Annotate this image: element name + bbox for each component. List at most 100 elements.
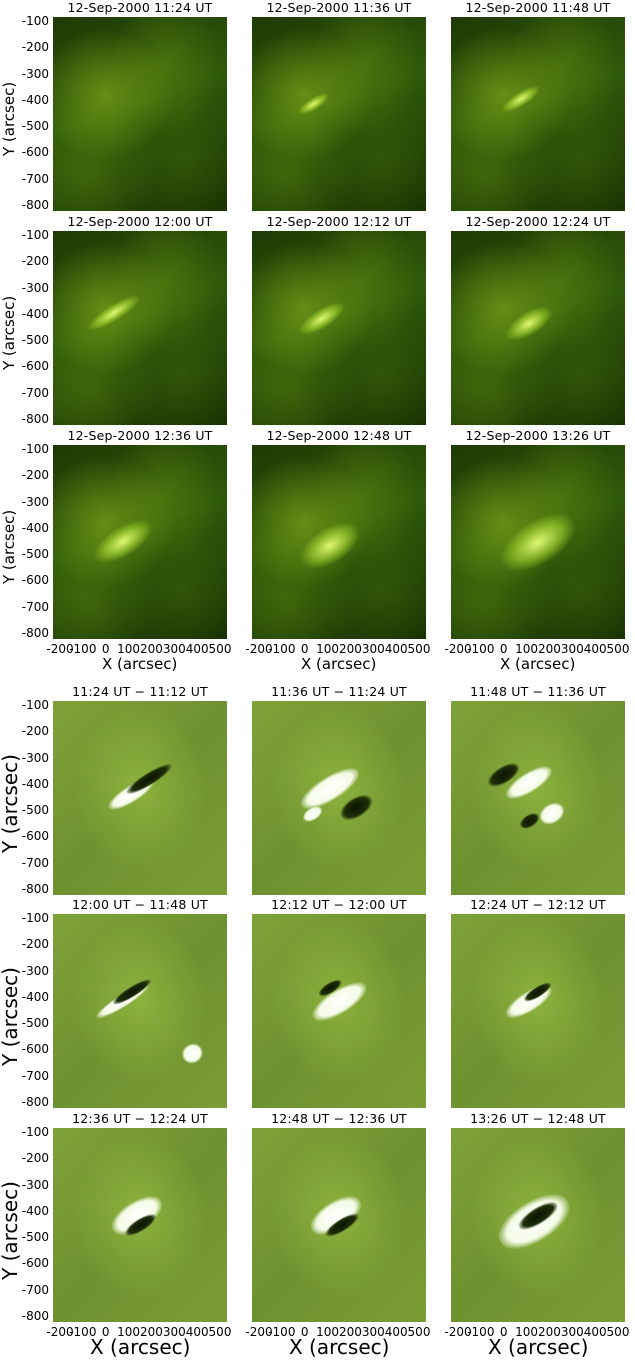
euv-intensity-image xyxy=(252,445,426,639)
y-tick-label: -300 xyxy=(21,750,49,765)
panel-title: 12-Sep-2000 12:36 UT xyxy=(67,428,213,443)
panel-title: 12-Sep-2000 12:00 UT xyxy=(67,214,213,229)
y-tick-label: -200 xyxy=(21,468,49,483)
euv-difference-image xyxy=(252,701,426,895)
x-tick-label: 200 xyxy=(338,1325,362,1339)
euv-intensity-image xyxy=(252,17,426,211)
panel-title: 12:00 UT − 11:48 UT xyxy=(72,897,208,912)
panel-title: 12-Sep-2000 11:48 UT xyxy=(465,0,611,15)
euv-difference-image xyxy=(53,1128,227,1322)
x-tick-label: -100 xyxy=(268,642,296,656)
y-tick-label: -600 xyxy=(21,573,49,588)
x-tick-label: 400 xyxy=(185,642,209,656)
y-tick-label: -200 xyxy=(21,1151,49,1166)
x-tick-label: 300 xyxy=(162,642,186,656)
y-tick-label: -100 xyxy=(21,228,49,242)
x-tick-label: -100 xyxy=(268,1325,296,1339)
euv-difference-image xyxy=(53,914,227,1108)
flare-loop-brightening xyxy=(295,90,331,119)
dimming-region xyxy=(336,790,377,826)
y-tick-label: -500 xyxy=(21,333,49,348)
y-tick-label: -800 xyxy=(21,1309,49,1323)
y-tick-label: -100 xyxy=(21,698,49,712)
euv-intensity-image xyxy=(53,17,227,211)
flare-loop-brightening xyxy=(293,513,368,579)
x-tick-label: 100 xyxy=(515,1325,539,1339)
y-tick-label: -400 xyxy=(21,1203,49,1218)
x-tick-label: -200 xyxy=(444,642,472,656)
x-tick-label: -100 xyxy=(69,1325,97,1339)
y-tick-label: -100 xyxy=(21,911,49,925)
y-tick-label: -100 xyxy=(21,14,49,28)
y-tick-label: -800 xyxy=(21,626,49,640)
y-tick-label: -600 xyxy=(21,145,49,160)
panel-title: 12:12 UT − 12:00 UT xyxy=(271,897,407,912)
y-tick-label: -200 xyxy=(21,254,49,269)
panel-title: 12:36 UT − 12:24 UT xyxy=(72,1111,208,1126)
x-tick-label: 200 xyxy=(338,642,362,656)
y-tick-label: -600 xyxy=(21,359,49,374)
y-tick-label: -600 xyxy=(21,829,49,844)
panel-title: 13:26 UT − 12:48 UT xyxy=(470,1111,606,1126)
x-tick-label: 0 xyxy=(300,642,309,656)
y-tick-label: -700 xyxy=(21,1282,49,1297)
euv-difference-image xyxy=(53,701,227,895)
x-tick-label: 0 xyxy=(300,1325,309,1339)
y-tick-label: -600 xyxy=(21,1042,49,1057)
x-tick-label: -200 xyxy=(46,642,74,656)
panel-title: 12-Sep-2000 11:24 UT xyxy=(67,0,213,15)
euv-difference-image xyxy=(451,1128,625,1322)
x-tick-label: 400 xyxy=(185,1325,209,1339)
euv-intensity-image xyxy=(53,231,227,425)
y-tick-label: -800 xyxy=(21,882,49,896)
y-tick-label: -300 xyxy=(21,1177,49,1192)
panel-title: 12-Sep-2000 13:26 UT xyxy=(465,428,611,443)
panel-title: 11:36 UT − 11:24 UT xyxy=(271,684,407,699)
x-tick-label: 0 xyxy=(499,1325,508,1339)
flare-loop-brightening xyxy=(294,296,349,341)
x-axis-label: X (arcsec) xyxy=(102,655,178,673)
y-tick-label: -300 xyxy=(21,280,49,295)
x-tick-label: 200 xyxy=(139,642,163,656)
y-tick-label: -500 xyxy=(21,119,49,134)
panel-title: 12-Sep-2000 12:48 UT xyxy=(266,428,412,443)
y-axis-label: Y (arcsec) xyxy=(0,295,18,370)
y-tick-label: -500 xyxy=(21,1016,49,1031)
y-tick-label: -700 xyxy=(21,599,49,614)
x-tick-label: -100 xyxy=(467,642,495,656)
flare-loop-brightening xyxy=(500,300,558,348)
euv-difference-image xyxy=(451,701,625,895)
y-axis-label: Y (arcsec) xyxy=(0,509,18,584)
x-tick-label: -200 xyxy=(46,1325,74,1339)
x-tick-label: 500 xyxy=(407,642,431,656)
x-tick-label: 300 xyxy=(361,642,385,656)
y-tick-label: -300 xyxy=(21,66,49,81)
dimming-region xyxy=(517,810,542,832)
y-axis-label: Y (arcsec) xyxy=(0,81,18,156)
panel-title: 11:48 UT − 11:36 UT xyxy=(470,684,606,699)
euv-intensity-image xyxy=(53,445,227,639)
y-tick-label: -500 xyxy=(21,1230,49,1245)
y-tick-label: -700 xyxy=(21,171,49,186)
euv-intensity-image xyxy=(451,445,625,639)
y-tick-label: -500 xyxy=(21,803,49,818)
y-tick-label: -200 xyxy=(21,40,49,55)
euv-intensity-image xyxy=(451,17,625,211)
x-tick-label: 100 xyxy=(515,642,539,656)
x-tick-label: 200 xyxy=(537,642,561,656)
euv-intensity-image xyxy=(252,231,426,425)
difference-image-figure: 11:24 UT − 11:12 UT -100 -200 -300 -400 -500-… xyxy=(0,684,635,1361)
brightening-region xyxy=(535,798,569,829)
panel-title: 12:48 UT − 12:36 UT xyxy=(271,1111,407,1126)
x-tick-label: 100 xyxy=(117,642,141,656)
x-tick-label: 300 xyxy=(361,1325,385,1339)
y-axis-label: Y (arcsec) xyxy=(0,1181,22,1280)
x-tick-label: -200 xyxy=(444,1325,472,1339)
x-tick-label: 0 xyxy=(101,642,110,656)
x-axis-label: X (arcsec) xyxy=(289,1335,390,1359)
x-tick-label: -100 xyxy=(467,1325,495,1339)
panel-title: 12-Sep-2000 11:36 UT xyxy=(266,0,412,15)
y-tick-label: -700 xyxy=(21,1068,49,1083)
y-tick-label: -700 xyxy=(21,385,49,400)
panel-title: 12:24 UT − 12:12 UT xyxy=(470,897,606,912)
